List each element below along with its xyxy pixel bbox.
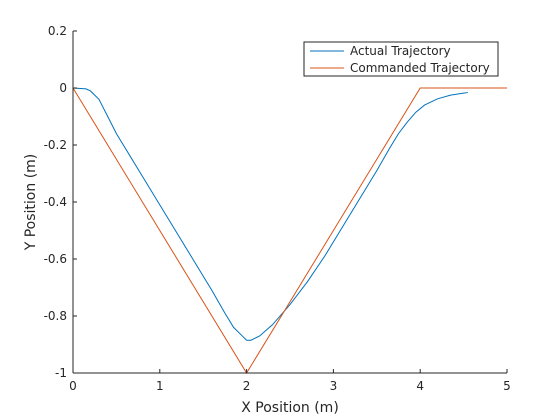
y-tick-label: -0.2 (44, 138, 67, 152)
legend-label-commanded: Commanded Trajectory (350, 61, 490, 75)
x-tick-label: 4 (416, 379, 424, 393)
y-tick-label: -0.8 (44, 309, 67, 323)
legend-label-actual: Actual Trajectory (350, 44, 451, 58)
legend: Actual Trajectory Commanded Trajectory (303, 41, 499, 77)
x-tick-label: 3 (330, 379, 338, 393)
axes-layer: 0 1 2 3 4 5 -1 -0.8 -0.6 -0.4 -0.2 0 0.2 (44, 24, 511, 393)
legend-box (303, 41, 499, 77)
x-tick-label: 2 (243, 379, 251, 393)
series-line-actual (72, 87, 469, 341)
y-tick-label: 0.2 (48, 24, 67, 38)
y-tick-label: -0.4 (44, 195, 67, 209)
x-axis-label: X Position (m) (241, 400, 339, 416)
series-layer (72, 87, 507, 374)
x-tick-label: 0 (69, 379, 77, 393)
y-tick-label: -0.6 (44, 252, 67, 266)
series-line-commanded (72, 87, 507, 374)
y-tick-label: 0 (59, 81, 67, 95)
plot-background (73, 31, 507, 373)
y-tick-label: -1 (55, 366, 67, 380)
x-tick-label: 1 (156, 379, 164, 393)
x-tick-label: 5 (503, 379, 511, 393)
y-axis-label: Y Position (m) (23, 154, 39, 252)
